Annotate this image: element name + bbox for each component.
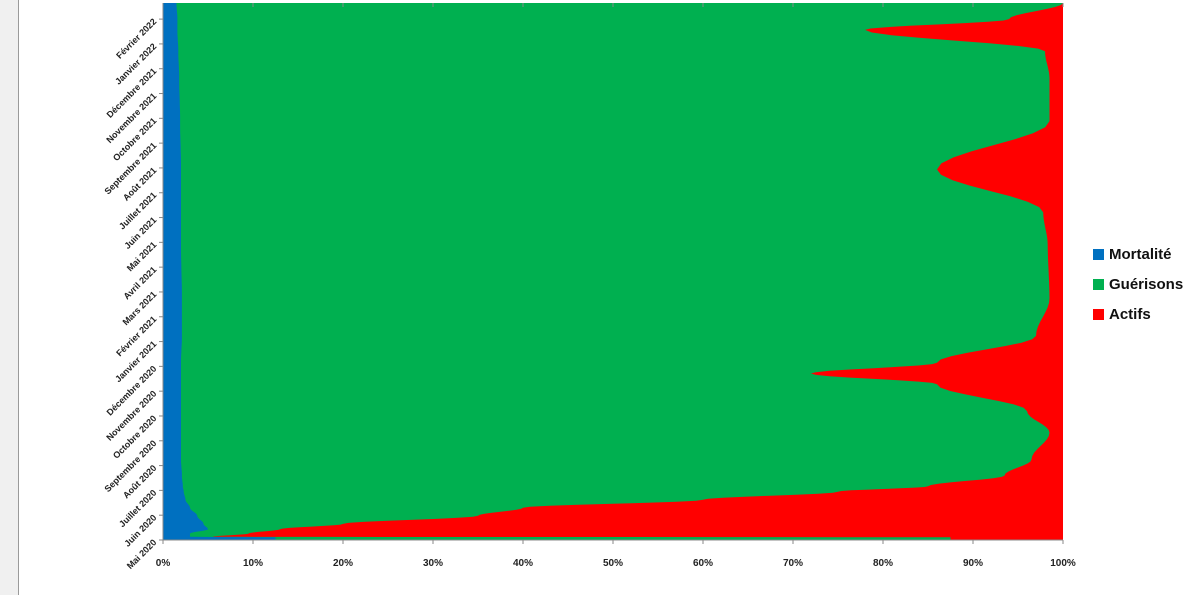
legend-label-mortalite: Mortalité <box>1109 246 1172 263</box>
x-tick-label: 30% <box>423 558 443 569</box>
legend-label-actifs: Actifs <box>1109 306 1151 323</box>
series-mortalite-area <box>163 3 276 540</box>
x-tick-label: 70% <box>783 558 803 569</box>
legend-swatch-guerisons <box>1093 279 1104 290</box>
series-guerisons-area <box>163 3 1063 540</box>
legend-swatch-mortalite <box>1093 249 1104 260</box>
x-tick-label: 90% <box>963 558 983 569</box>
chart-frame: 0% 10% 20% 30% 40% 50% 60% 70% 80% 90% 100% Mai 202… <box>18 0 1186 595</box>
legend-item-actifs: Actifs <box>1093 306 1183 323</box>
x-tick-label: 10% <box>243 558 263 569</box>
x-tick-label: 40% <box>513 558 533 569</box>
x-tick-label: 60% <box>693 558 713 569</box>
x-tick-label: 50% <box>603 558 623 569</box>
legend-label-guerisons: Guérisons <box>1109 276 1184 293</box>
x-tick-label: 0% <box>156 558 171 569</box>
legend-item-guerisons: Guérisons <box>1093 276 1183 293</box>
x-tick-label: 100% <box>1050 558 1076 569</box>
chart-svg: 0% 10% 20% 30% 40% 50% 60% 70% 80% 90% 100%Mai 202… <box>103 3 1076 571</box>
legend-swatch-actifs <box>1093 309 1104 320</box>
x-tick-label: 80% <box>873 558 893 569</box>
legend: Mortalité Guérisons Actifs <box>1093 246 1183 323</box>
x-tick-label: 20% <box>333 558 353 569</box>
legend-item-mortalite: Mortalité <box>1093 246 1183 263</box>
